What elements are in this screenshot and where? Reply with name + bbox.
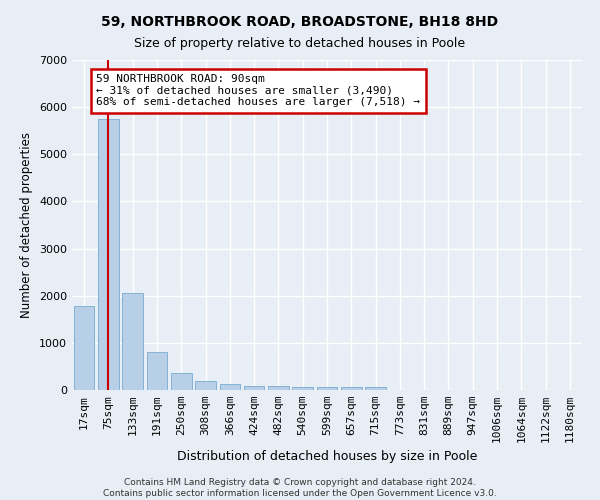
Bar <box>268 386 289 390</box>
Text: Contains HM Land Registry data © Crown copyright and database right 2024.
Contai: Contains HM Land Registry data © Crown c… <box>103 478 497 498</box>
Bar <box>195 380 216 390</box>
Bar <box>292 386 313 390</box>
Text: 59 NORTHBROOK ROAD: 90sqm
← 31% of detached houses are smaller (3,490)
68% of se: 59 NORTHBROOK ROAD: 90sqm ← 31% of detac… <box>96 74 420 108</box>
Bar <box>244 386 265 390</box>
Bar <box>220 384 240 390</box>
Bar <box>146 352 167 390</box>
Bar <box>341 388 362 390</box>
Y-axis label: Number of detached properties: Number of detached properties <box>20 132 34 318</box>
Bar <box>122 294 143 390</box>
Bar <box>98 119 119 390</box>
Text: 59, NORTHBROOK ROAD, BROADSTONE, BH18 8HD: 59, NORTHBROOK ROAD, BROADSTONE, BH18 8H… <box>101 15 499 29</box>
X-axis label: Distribution of detached houses by size in Poole: Distribution of detached houses by size … <box>177 450 477 464</box>
Bar <box>74 306 94 390</box>
Bar <box>317 387 337 390</box>
Text: Size of property relative to detached houses in Poole: Size of property relative to detached ho… <box>134 38 466 51</box>
Bar <box>171 373 191 390</box>
Bar <box>365 388 386 390</box>
